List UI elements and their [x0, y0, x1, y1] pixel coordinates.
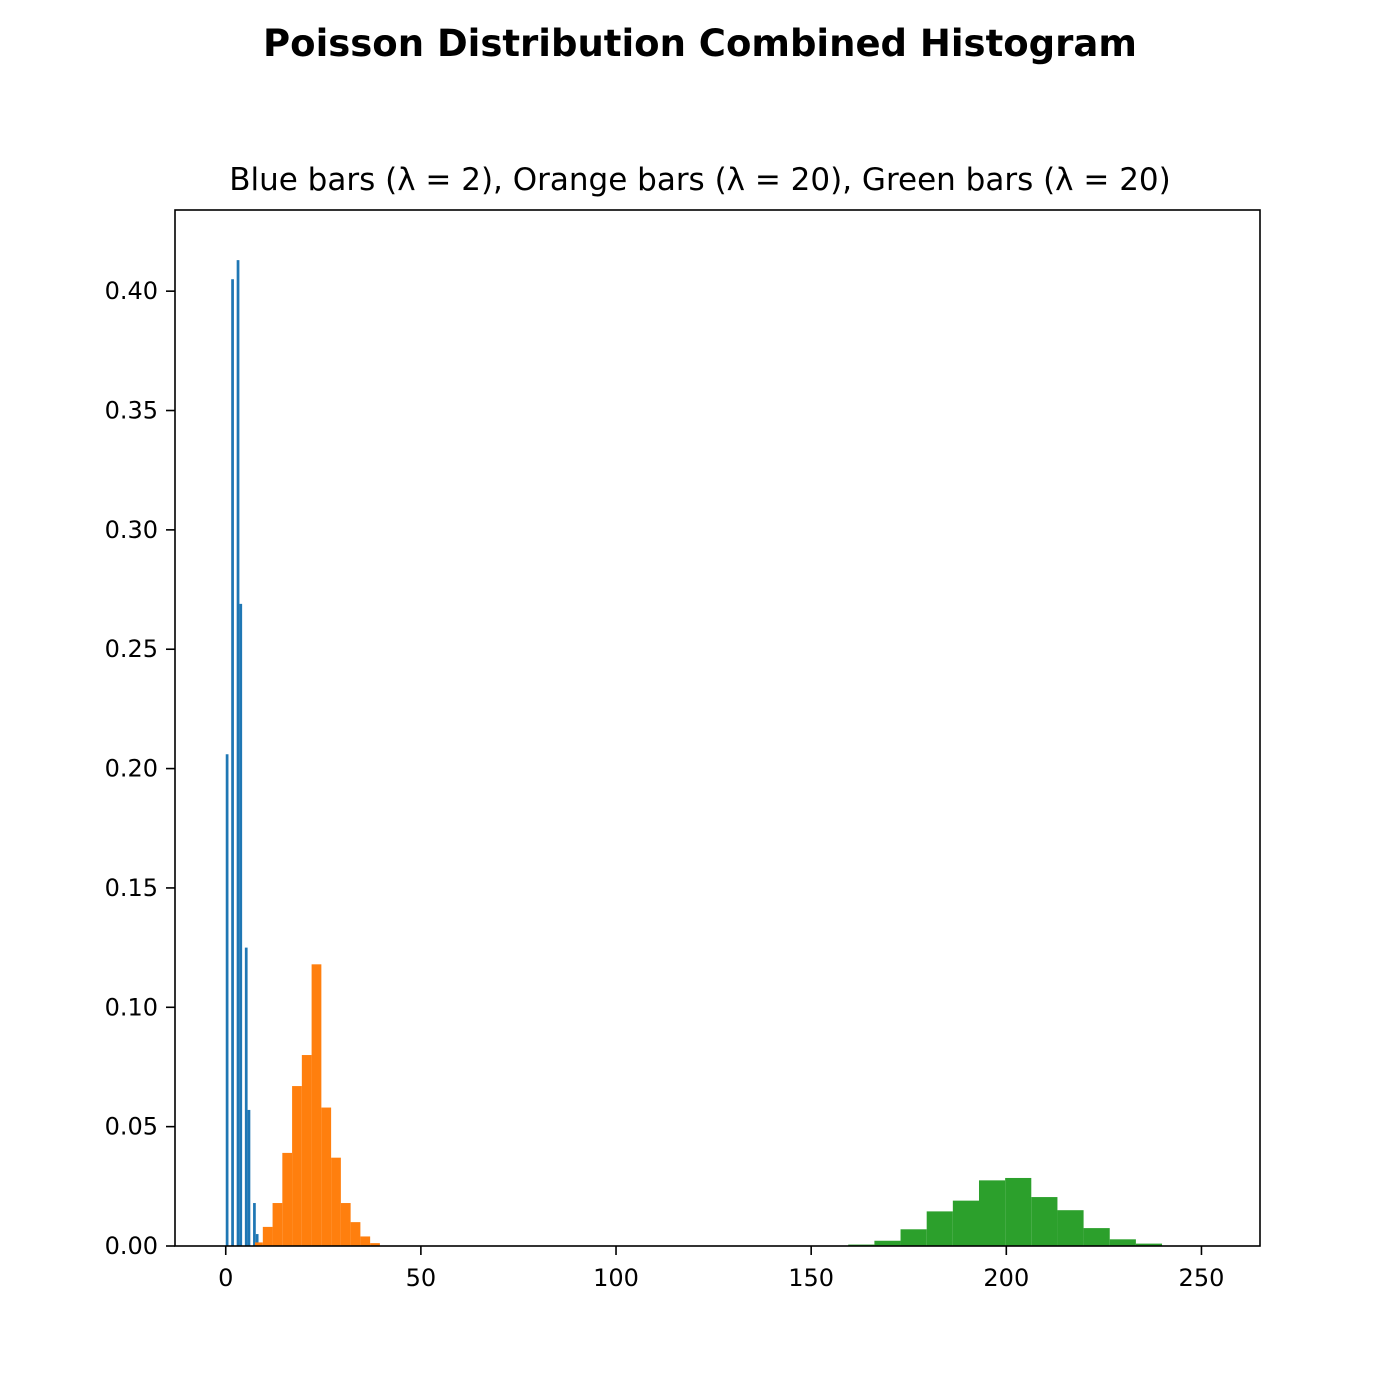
bar-0-2 — [231, 279, 234, 1246]
bar-1-2 — [272, 1203, 283, 1246]
bar-2-9 — [1083, 1228, 1110, 1246]
bar-1-1 — [262, 1226, 273, 1246]
y-tick-label-7: 0.35 — [105, 397, 158, 425]
y-tick-label-1: 0.05 — [105, 1113, 158, 1141]
y-tick-label-0: 0.00 — [105, 1232, 158, 1260]
bar-0-8 — [247, 1109, 251, 1246]
y-tick-label-8: 0.40 — [105, 277, 158, 305]
bar-1-4 — [292, 1086, 302, 1246]
bars-layer — [225, 260, 1163, 1246]
bar-2-6 — [1005, 1177, 1032, 1246]
bar-0-5 — [239, 603, 243, 1246]
y-tick-label-5: 0.25 — [105, 635, 158, 663]
x-tick-label-4: 200 — [983, 1264, 1029, 1292]
bar-2-1 — [874, 1240, 901, 1246]
plot-frame — [174, 209, 1261, 1247]
series-2 — [848, 1177, 1163, 1246]
chart-title: Blue bars (λ = 2), Orange bars (λ = 20),… — [229, 162, 1171, 198]
bar-2-8 — [1057, 1210, 1084, 1246]
bar-2-5 — [978, 1180, 1006, 1246]
bar-0-11 — [255, 1234, 259, 1246]
bar-2-3 — [926, 1211, 953, 1246]
series-0 — [225, 260, 259, 1246]
bar-1-8 — [331, 1157, 341, 1246]
bar-2-7 — [1031, 1197, 1058, 1246]
bar-2-4 — [952, 1200, 979, 1246]
x-tick-label-0: 0 — [218, 1264, 233, 1292]
bar-1-5 — [301, 1055, 312, 1246]
bar-2-11 — [1135, 1243, 1163, 1246]
bar-2-10 — [1109, 1239, 1136, 1246]
bar-2-2 — [900, 1229, 927, 1246]
bar-0-10 — [253, 1203, 256, 1246]
figure-title: Poisson Distribution Combined Histogram — [263, 22, 1137, 65]
y-tick-label-4: 0.20 — [105, 755, 158, 783]
y-tick-label-3: 0.15 — [105, 874, 158, 902]
x-tick-label-1: 50 — [406, 1264, 437, 1292]
bar-1-3 — [282, 1152, 293, 1246]
bar-1-6 — [311, 964, 322, 1246]
bar-1-10 — [350, 1222, 361, 1246]
x-tick-label-2: 100 — [593, 1264, 639, 1292]
bar-1-0 — [255, 1242, 263, 1246]
bar-1-7 — [321, 1107, 332, 1246]
bar-1-11 — [360, 1236, 371, 1246]
bar-1-9 — [340, 1203, 351, 1246]
axes-layer: 0 50 100 150 200 250 0.00 0.05 0.10 0.15 0.20 0.25 0… — [105, 209, 1261, 1292]
series-1 — [255, 964, 380, 1246]
y-tick-label-2: 0.10 — [105, 993, 158, 1021]
bar-0-4 — [236, 260, 240, 1246]
x-tick-label-3: 150 — [788, 1264, 834, 1292]
x-tick-label-5: 250 — [1179, 1264, 1225, 1292]
bar-1-12 — [370, 1243, 380, 1246]
y-tick-label-6: 0.30 — [105, 516, 158, 544]
bar-0-0 — [225, 754, 229, 1246]
bar-0-7 — [244, 947, 248, 1246]
